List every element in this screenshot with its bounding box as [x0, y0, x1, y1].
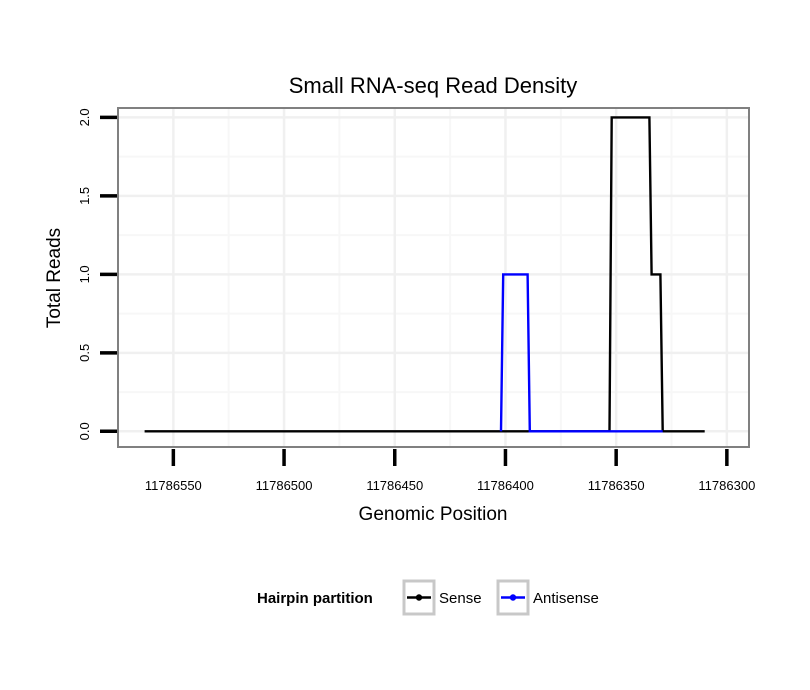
- x-tick-label: 11786450: [366, 478, 423, 493]
- y-tick-label: 1.5: [77, 187, 92, 205]
- y-axis-label: Total Reads: [44, 228, 65, 328]
- legend-title: Hairpin partition: [257, 590, 373, 607]
- legend-item-sense: Sense: [402, 579, 482, 616]
- plot-panel-border: [117, 107, 750, 448]
- y-tick-label: 0.0: [77, 422, 92, 440]
- legend-label: Antisense: [533, 590, 599, 607]
- legend-items: Sense Antisense: [402, 579, 599, 616]
- x-tick-label: 11786500: [256, 478, 313, 493]
- minor-gridlines: [118, 108, 749, 447]
- series-line-antisense: [499, 273, 663, 433]
- x-axis: 11786550 11786500 11786450 11786400 11786350…: [145, 449, 755, 493]
- y-axis: 0.0 0.5 1.0 1.5 2.0: [77, 108, 117, 440]
- legend-key-point: [415, 594, 423, 601]
- plot-background: [118, 108, 749, 447]
- legend: Hairpin partition Sense Antisense: [257, 579, 599, 616]
- x-tick-label: 11786350: [588, 478, 645, 493]
- y-tick-label: 1.0: [77, 265, 92, 283]
- y-tick-label: 2.0: [77, 108, 92, 126]
- x-tick-label: 11786300: [698, 478, 755, 493]
- major-gridlines: [118, 108, 749, 447]
- x-tick-label: 11786400: [477, 478, 534, 493]
- series-layer: [144, 116, 705, 433]
- chart-title: Small RNA-seq Read Density: [289, 73, 578, 98]
- legend-key-point: [509, 594, 517, 601]
- y-tick-label: 0.5: [77, 344, 92, 362]
- x-axis-label: Genomic Position: [359, 504, 508, 525]
- x-tick-label: 11786550: [145, 478, 202, 493]
- legend-item-antisense: Antisense: [496, 579, 599, 616]
- series-line-sense: [144, 116, 705, 433]
- legend-label: Sense: [439, 590, 482, 607]
